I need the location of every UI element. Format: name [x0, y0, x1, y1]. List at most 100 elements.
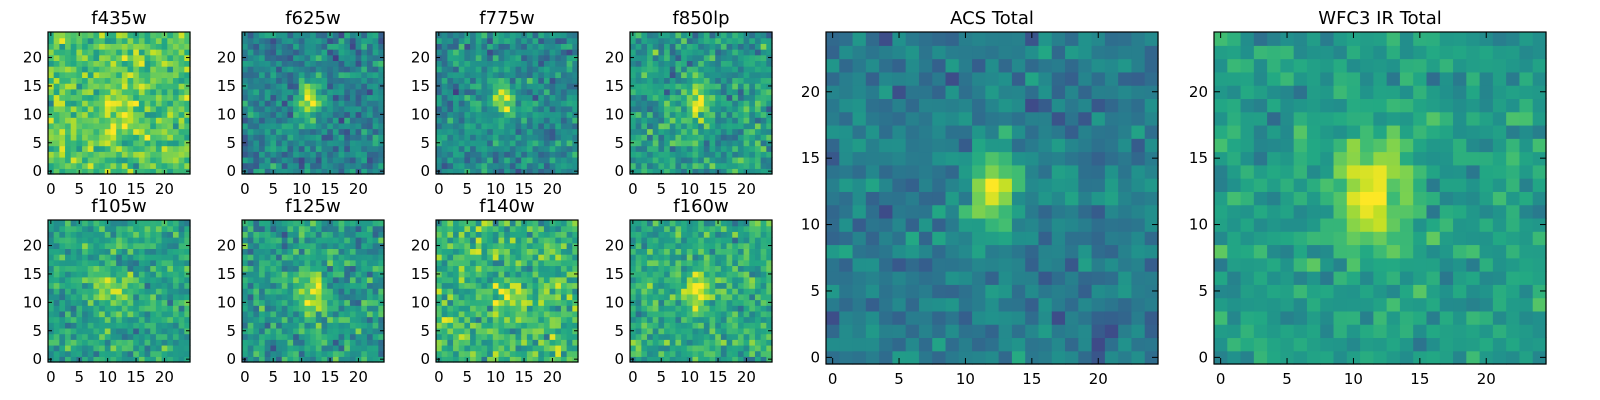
pixel-cell	[270, 43, 277, 50]
pixel-cell	[144, 265, 151, 272]
pixel-cell	[361, 151, 368, 158]
pixel-cell	[732, 316, 739, 323]
pixel-cell	[372, 356, 379, 363]
pixel-cell	[167, 333, 174, 340]
pixel-cell	[464, 259, 471, 267]
pixel-cell	[104, 231, 112, 238]
pixel-cell	[366, 83, 374, 90]
pixel-cell	[155, 322, 163, 329]
pixel-cell	[372, 242, 379, 249]
x-tick-label: 15	[708, 180, 727, 198]
pixel-cell	[332, 259, 340, 267]
pixel-cell	[361, 344, 368, 352]
pixel-cell	[276, 339, 283, 346]
pixel-cell	[327, 60, 334, 67]
pixel-cell	[253, 259, 260, 267]
pixel-cell	[715, 128, 722, 135]
pixel-cell	[167, 265, 174, 272]
pixel-cell	[242, 162, 249, 169]
pixel-cell	[543, 134, 551, 141]
pixel-cell	[366, 66, 374, 73]
pixel-cell	[150, 71, 157, 79]
pixel-cell	[732, 43, 739, 50]
pixel-cell	[692, 282, 699, 289]
pixel-cell	[664, 356, 671, 363]
pixel-cell	[669, 310, 677, 318]
pixel-cell	[475, 305, 483, 312]
pixel-cell	[161, 100, 168, 107]
pixel-cell	[692, 305, 699, 312]
pixel-cell	[253, 77, 260, 84]
pixel-cell	[327, 344, 334, 352]
pixel-cell	[726, 293, 733, 301]
pixel-cell	[87, 254, 95, 261]
pixel-cell	[538, 339, 545, 346]
pixel-cell	[658, 122, 665, 130]
pixel-cell	[549, 333, 556, 340]
pixel-cell	[321, 350, 328, 357]
pixel-cell	[99, 105, 106, 113]
pixel-cell	[555, 94, 562, 101]
pixel-cell	[247, 60, 254, 67]
pixel-cell	[150, 305, 157, 312]
pixel-cell	[560, 77, 568, 84]
pixel-cell	[692, 128, 699, 135]
pixel-cell	[720, 350, 728, 357]
pixel-cell	[167, 310, 174, 318]
pixel-cell	[178, 100, 185, 107]
pixel-cell	[487, 145, 494, 152]
pixel-cell	[487, 37, 494, 44]
pixel-cell	[281, 316, 289, 323]
pixel-cell	[526, 77, 534, 84]
pixel-cell	[681, 293, 688, 301]
pixel-cell	[555, 344, 562, 352]
pixel-cell	[732, 105, 739, 113]
pixel-cell	[737, 299, 745, 306]
pixel-cell	[138, 225, 146, 232]
pixel-cell	[259, 54, 266, 61]
pixel-cell	[475, 220, 483, 227]
pixel-cell	[293, 37, 300, 44]
pixel-cell	[436, 94, 443, 101]
pixel-cell	[515, 299, 522, 306]
pixel-cell	[526, 168, 534, 175]
pixel-cell	[749, 344, 756, 352]
pixel-cell	[715, 100, 722, 107]
pixel-cell	[138, 105, 146, 113]
pixel-cell	[441, 333, 448, 340]
pixel-cell	[566, 237, 573, 244]
pixel-cell	[349, 77, 357, 84]
pixel-cell	[635, 111, 642, 118]
pixel-cell	[167, 60, 174, 67]
y-tick-label: 0	[32, 350, 42, 368]
pixel-cell	[709, 310, 716, 318]
pixel-cell	[543, 254, 551, 261]
pixel-cell	[133, 248, 140, 255]
pixel-cell	[720, 54, 728, 61]
pixel-cell	[327, 37, 334, 44]
pixel-cell	[270, 94, 277, 101]
pixel-cell	[458, 111, 465, 118]
pixel-cell	[259, 299, 266, 306]
pixel-cell	[766, 156, 773, 164]
pixel-cell	[138, 83, 146, 90]
pixel-cell	[110, 32, 117, 39]
pixel-cell	[93, 49, 100, 56]
pixel-cell	[110, 293, 117, 301]
pixel-cell	[99, 254, 106, 261]
pixel-cell	[464, 83, 471, 90]
pixel-cell	[121, 49, 129, 56]
pixel-cell	[59, 259, 66, 267]
pixel-cell	[133, 77, 140, 84]
pixel-cell	[253, 305, 260, 312]
panel-title: f105w	[91, 196, 146, 217]
pixel-cell	[441, 282, 448, 289]
pixel-cell	[270, 299, 277, 306]
pixel-cell	[481, 327, 488, 335]
pixel-cell	[293, 225, 300, 232]
pixel-cell	[315, 356, 323, 363]
pixel-cell	[150, 32, 157, 39]
pixel-cell	[93, 254, 100, 261]
pixel-cell	[281, 248, 289, 255]
